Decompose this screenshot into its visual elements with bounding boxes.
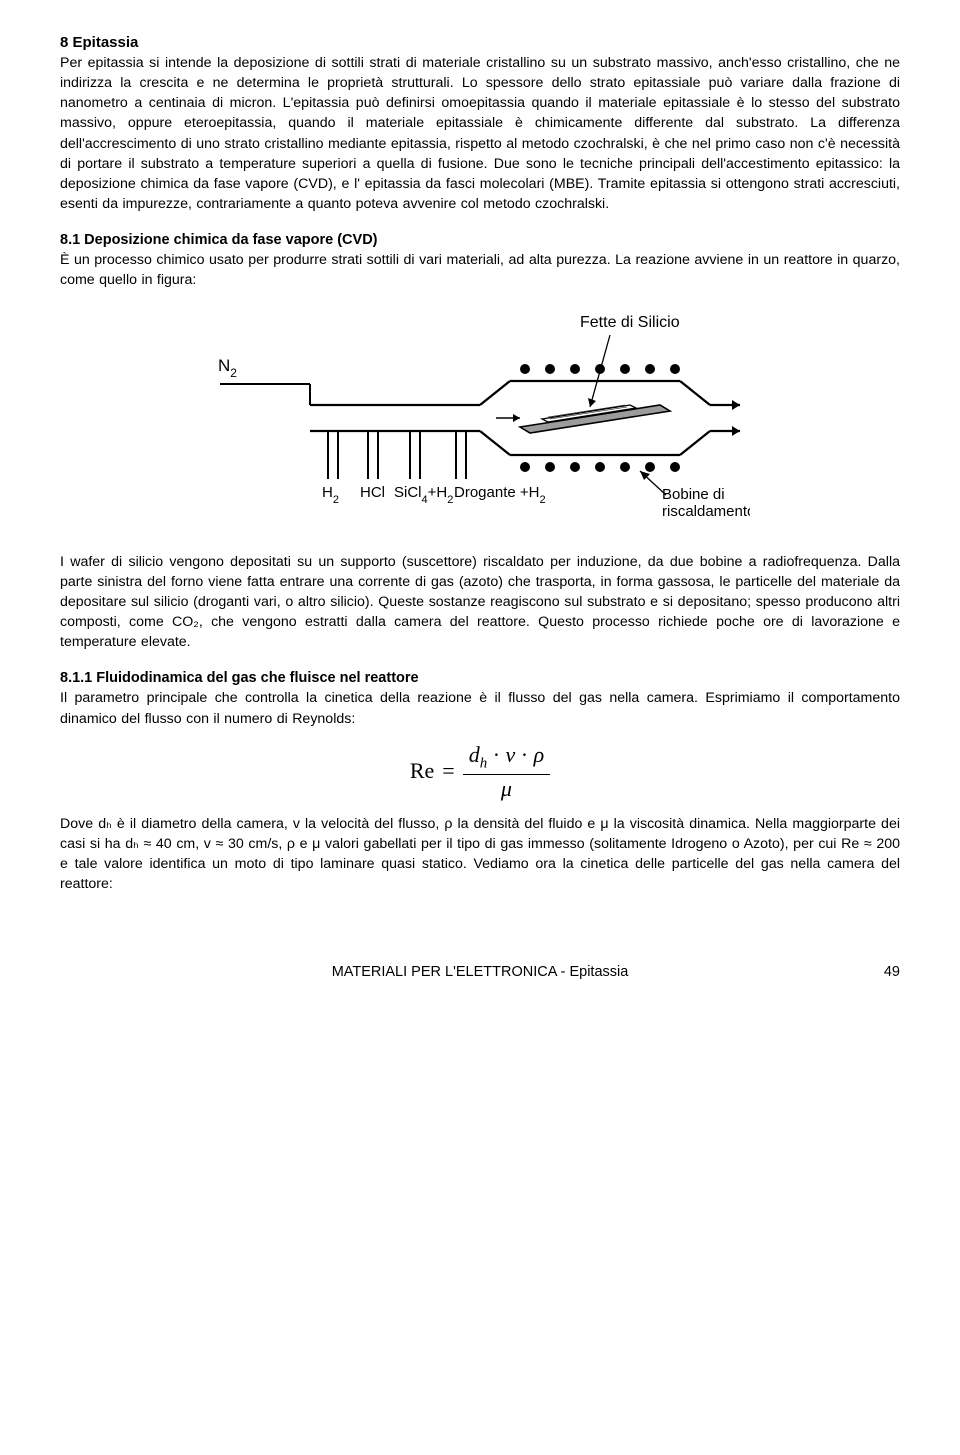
- footer-text: MATERIALI PER L'ELETTRONICA - Epitassia: [332, 964, 629, 980]
- diagram-coil-label-1: Bobine di: [662, 486, 725, 503]
- formula-fraction: dh · v · ρ μ: [463, 743, 550, 800]
- section-main-body: Per epitassia si intende la deposizione …: [60, 53, 900, 214]
- diagram-h2-label: H2: [322, 484, 339, 506]
- cvd-reactor-diagram: N2: [60, 309, 900, 524]
- page-number: 49: [884, 964, 900, 980]
- section-8-body-2: I wafer di silicio vengono depositati su…: [60, 552, 900, 653]
- page: 8 Epitassia Per epitassia si intende la …: [0, 0, 960, 1020]
- diagram-wafer-label: Fette di Silicio: [580, 314, 680, 331]
- section-8-body-3: Dove dₕ è il diametro della camera, v la…: [60, 814, 900, 895]
- diagram-coil-label-2: riscaldamento a RF: [662, 503, 750, 519]
- section-8-1-body: È un processo chimico usato per produrre…: [60, 250, 900, 290]
- page-footer: MATERIALI PER L'ELETTRONICA - Epitassia …: [60, 964, 900, 980]
- section-main-title: 8 Epitassia: [60, 34, 900, 51]
- section-8-1-1-body: Il parametro principale che controlla la…: [60, 688, 900, 728]
- section-8-1-title: 8.1 Deposizione chimica da fase vapore (…: [60, 232, 900, 248]
- reynolds-formula: Re = dh · v · ρ μ: [60, 743, 900, 800]
- formula-re: Re: [410, 758, 434, 784]
- formula-eq: =: [442, 758, 454, 784]
- diagram-sicl4-label: SiCl4+H2: [394, 484, 453, 506]
- diagram-hcl-label: HCl: [360, 484, 385, 501]
- diagram-drogante-label: Drogante +H2: [454, 484, 546, 506]
- diagram-n2-label: N2: [218, 356, 237, 380]
- section-8-1-1-title: 8.1.1 Fluidodinamica del gas che fluisce…: [60, 670, 900, 686]
